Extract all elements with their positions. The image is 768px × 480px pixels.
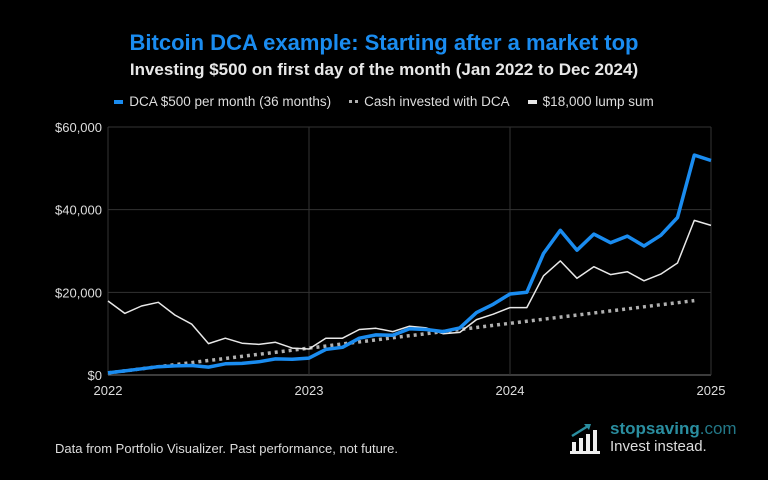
y-tick-label: $0	[88, 368, 102, 383]
series-line-0	[107, 153, 712, 375]
bar-chart-logo-icon	[570, 424, 600, 454]
y-tick-label: $20,000	[55, 285, 102, 300]
legend-item-lump: $18,000 lump sum	[527, 94, 654, 109]
legend-label: $18,000 lump sum	[542, 94, 654, 109]
legend-label: Cash invested with DCA	[364, 94, 510, 109]
chart-title: Bitcoin DCA example: Starting after a ma…	[129, 30, 639, 55]
legend-item-cash: Cash invested with DCA	[349, 94, 510, 109]
x-tick-label: 2025	[697, 383, 726, 398]
logo-tagline: Invest instead.	[610, 438, 707, 455]
series-line-2	[107, 219, 712, 350]
logo-domain: .com	[699, 419, 737, 438]
legend: DCA $500 per month (36 months) Cash inve…	[0, 94, 768, 109]
legend-swatch	[527, 99, 537, 104]
footer-note: Data from Portfolio Visualizer. Past per…	[55, 441, 398, 456]
x-tick-label: 2024	[496, 383, 525, 398]
series-line-1	[107, 298, 695, 375]
x-tick-label: 2023	[295, 383, 324, 398]
legend-swatch	[349, 100, 359, 103]
y-tick-label: $60,000	[55, 120, 102, 135]
y-tick-label: $40,000	[55, 203, 102, 218]
chart-subtitle: Investing $500 on first day of the month…	[129, 60, 639, 79]
logo-name: stopsaving	[610, 419, 700, 438]
legend-item-dca: DCA $500 per month (36 months)	[114, 94, 331, 109]
legend-swatch	[114, 99, 124, 104]
legend-label: DCA $500 per month (36 months)	[129, 94, 332, 109]
logo: stopsaving.com Invest instead.	[570, 420, 737, 456]
x-tick-label: 2022	[94, 383, 123, 398]
